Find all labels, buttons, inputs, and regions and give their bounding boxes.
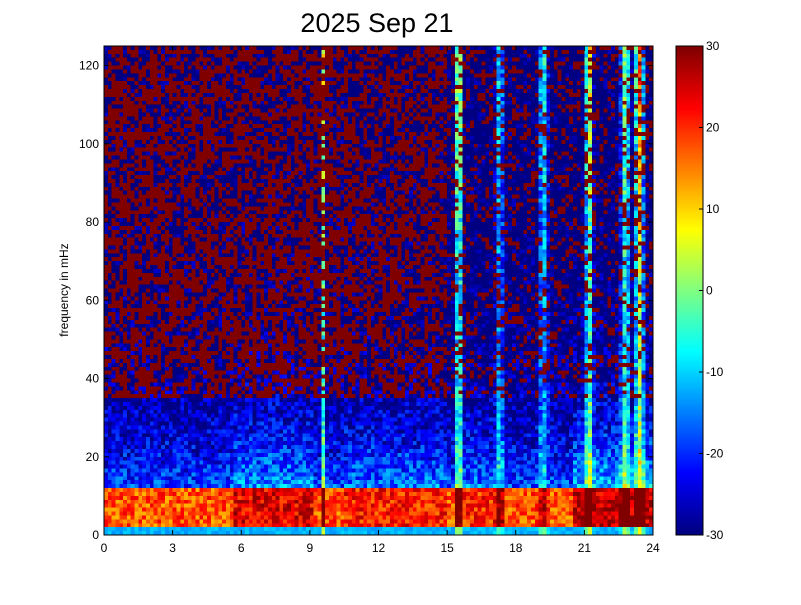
colorbar-ticks: 30 20 10 0 -10 -20 -30 [699, 39, 724, 542]
y-axis-label: frequency in mHz [57, 243, 71, 336]
chart-title: 2025 Sep 21 [300, 8, 453, 38]
colorbar-tick-label: 20 [706, 121, 720, 135]
spectrogram-heatmap [104, 46, 653, 535]
y-tick-label: 60 [86, 293, 100, 307]
x-tick-label: 12 [372, 541, 386, 555]
x-tick-label: 18 [509, 541, 523, 555]
colorbar-tick-label: -10 [706, 365, 724, 379]
x-tick-label: 0 [101, 541, 108, 555]
x-tick-label: 3 [169, 541, 176, 555]
y-axis-ticks: 0 20 40 60 80 100 120 [79, 59, 653, 542]
colorbar-tick-label: 10 [706, 202, 720, 216]
heatmap-plot-area [103, 45, 654, 536]
colorbar-tick-label: -30 [706, 528, 724, 542]
colorbar-tick-label: -20 [706, 447, 724, 461]
y-tick-label: 100 [79, 137, 99, 151]
x-axis-ticks: 0 3 6 9 12 15 18 21 24 [101, 46, 660, 555]
y-tick-label: 20 [86, 450, 100, 464]
x-tick-label: 15 [440, 541, 454, 555]
x-tick-label: 21 [578, 541, 592, 555]
colorbar-gradient [676, 46, 703, 535]
x-tick-label: 24 [646, 541, 660, 555]
colorbar-tick-label: 30 [706, 39, 720, 53]
colorbar-tick-label: 0 [706, 284, 713, 298]
y-tick-label: 40 [86, 372, 100, 386]
y-tick-label: 120 [79, 59, 99, 73]
y-tick-label: 0 [92, 528, 99, 542]
y-tick-label: 80 [86, 215, 100, 229]
x-tick-label: 6 [238, 541, 245, 555]
colorbar: 30 20 10 0 -10 -20 -30 [675, 39, 724, 542]
x-tick-label: 9 [307, 541, 314, 555]
